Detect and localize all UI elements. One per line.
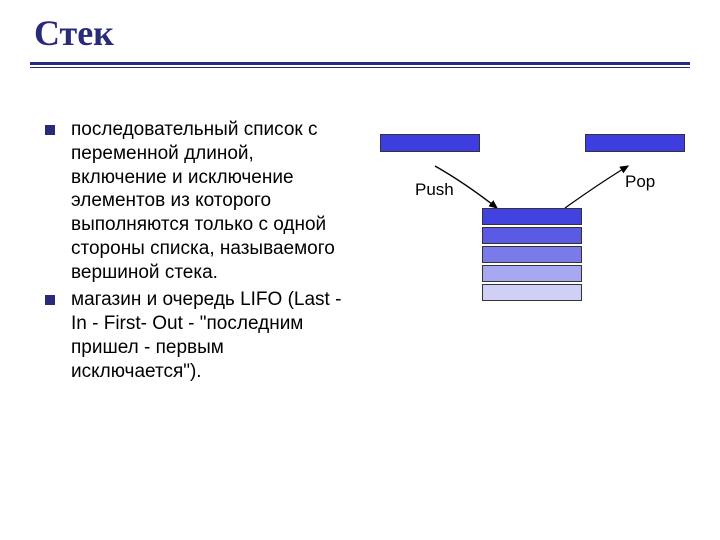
slide: Стек последовательный список с переменно… bbox=[0, 0, 720, 399]
stack-diagram: Push Pop bbox=[370, 118, 690, 387]
stack-item bbox=[482, 208, 582, 225]
list-item: магазин и очередь LIFO (Last - In - Firs… bbox=[45, 288, 350, 383]
stack-item bbox=[482, 246, 582, 263]
stack-item bbox=[482, 284, 582, 301]
list-item: последовательный список с переменной дли… bbox=[45, 118, 350, 284]
stack-item bbox=[482, 227, 582, 244]
push-label: Push bbox=[415, 180, 454, 200]
bullet-icon bbox=[45, 125, 55, 135]
bullet-icon bbox=[45, 295, 55, 305]
title-underline bbox=[30, 62, 690, 68]
pop-label: Pop bbox=[625, 172, 655, 192]
bullet-text: последовательный список с переменной дли… bbox=[71, 118, 350, 284]
bullet-text: магазин и очередь LIFO (Last - In - Firs… bbox=[71, 288, 350, 383]
stack-item bbox=[482, 265, 582, 282]
content-row: последовательный список с переменной дли… bbox=[30, 118, 690, 387]
pop-arrow bbox=[565, 166, 628, 208]
text-column: последовательный список с переменной дли… bbox=[30, 118, 350, 387]
page-title: Стек bbox=[30, 12, 690, 54]
